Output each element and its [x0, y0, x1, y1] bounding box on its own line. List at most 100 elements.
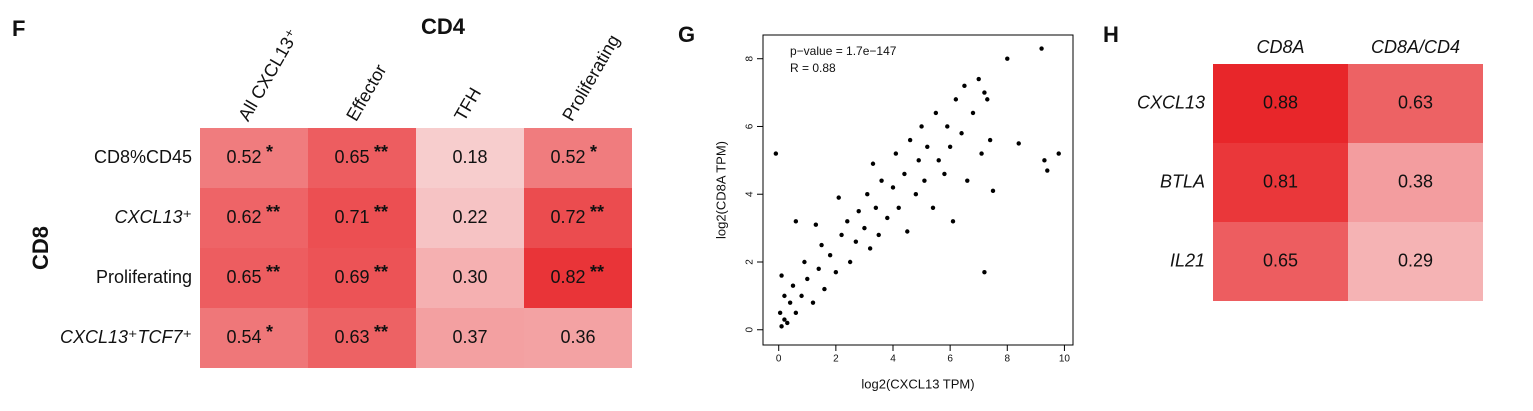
x-tick-label: 8	[1005, 354, 1011, 365]
point	[916, 158, 921, 163]
point	[870, 161, 876, 166]
point	[1039, 46, 1044, 51]
cell-value: 0.52	[550, 147, 585, 167]
significance: **	[374, 322, 388, 342]
cell-value: 0.37	[452, 327, 487, 347]
column-label: Proliferating	[558, 31, 623, 124]
point	[990, 188, 996, 194]
point	[913, 192, 919, 197]
point	[782, 317, 787, 322]
point	[1045, 168, 1050, 173]
point	[936, 158, 941, 163]
heatmap-cell	[416, 308, 524, 368]
point	[785, 320, 790, 326]
cell-value: 0.72	[550, 207, 585, 227]
significance: **	[374, 202, 388, 222]
cell-value: 0.62	[226, 207, 261, 227]
point	[833, 269, 839, 275]
heatmap-cell	[200, 248, 308, 308]
column-label: All CXCL13⁺	[234, 26, 303, 125]
significance: **	[590, 202, 604, 222]
axis-title: CD8	[28, 226, 53, 270]
point	[1016, 141, 1021, 146]
cell-value: 0.63	[1398, 92, 1433, 112]
row-label: CXCL13⁺TCF7⁺	[60, 327, 192, 347]
y-axis-label: log2(CD8A TPM)	[713, 141, 728, 239]
heatmap-cell	[308, 188, 416, 248]
point	[905, 229, 910, 234]
y-tick-label: 6	[745, 123, 756, 129]
significance: **	[374, 142, 388, 162]
y-tick-label: 0	[745, 327, 756, 333]
point	[953, 97, 959, 102]
annotation: R = 0.88	[790, 61, 836, 75]
point	[790, 283, 796, 288]
point	[893, 151, 899, 156]
point	[987, 137, 993, 143]
column-label: CD8A/CD4	[1371, 37, 1460, 57]
point	[856, 208, 861, 214]
x-tick-label: 6	[947, 354, 953, 365]
point	[779, 324, 784, 329]
point	[782, 293, 787, 299]
point	[919, 124, 924, 129]
point	[879, 178, 884, 183]
x-tick-label: 4	[890, 354, 896, 365]
cell-value: 0.36	[560, 327, 595, 347]
point	[836, 195, 841, 200]
x-tick-label: 2	[833, 354, 839, 365]
point	[947, 144, 953, 150]
heatmap-cell	[200, 308, 308, 368]
panel-label: H	[1103, 22, 1119, 47]
heatmap-cell	[524, 308, 632, 368]
cell-value: 0.54	[226, 327, 261, 347]
annotation: p−value = 1.7e−147	[790, 44, 897, 58]
heatmap-cell	[200, 128, 308, 188]
x-axis-label: log2(CXCL13 TPM)	[861, 376, 974, 391]
point	[777, 310, 783, 316]
point	[793, 219, 799, 224]
point	[876, 232, 881, 238]
cell-value: 0.30	[452, 267, 487, 287]
heatmap-cell	[1213, 64, 1348, 143]
point	[930, 205, 936, 210]
point	[847, 259, 853, 265]
significance: *	[266, 322, 273, 342]
point	[779, 273, 784, 278]
point	[907, 137, 913, 143]
point	[902, 171, 907, 177]
cell-value: 0.65	[334, 147, 369, 167]
heatmap-cell	[416, 128, 524, 188]
point	[959, 131, 964, 136]
point	[942, 171, 947, 177]
point	[979, 151, 984, 156]
point	[822, 286, 827, 292]
panel-label: G	[678, 22, 695, 47]
point	[1042, 158, 1047, 163]
point	[925, 144, 930, 150]
heatmap-cell	[308, 128, 416, 188]
column-label: TFH	[450, 84, 485, 124]
heatmap-cell	[200, 188, 308, 248]
plot-frame	[762, 34, 1074, 346]
point	[853, 239, 859, 244]
point	[885, 215, 890, 221]
point	[970, 110, 976, 116]
axis-title: CD4	[421, 14, 466, 39]
cell-value: 0.38	[1398, 171, 1433, 191]
heatmap-cell	[524, 248, 632, 308]
cell-value: 0.52	[226, 147, 261, 167]
significance: **	[590, 262, 604, 282]
significance: *	[590, 142, 597, 162]
cell-value: 0.88	[1263, 92, 1298, 112]
row-label: IL21	[1170, 250, 1205, 270]
point	[922, 178, 927, 183]
point	[827, 253, 833, 258]
significance: **	[266, 262, 280, 282]
row-label: BTLA	[1160, 171, 1205, 191]
row-label: Proliferating	[96, 267, 192, 287]
point	[819, 242, 824, 248]
heatmap-cell	[308, 248, 416, 308]
row-label: CXCL13⁺	[114, 207, 192, 227]
